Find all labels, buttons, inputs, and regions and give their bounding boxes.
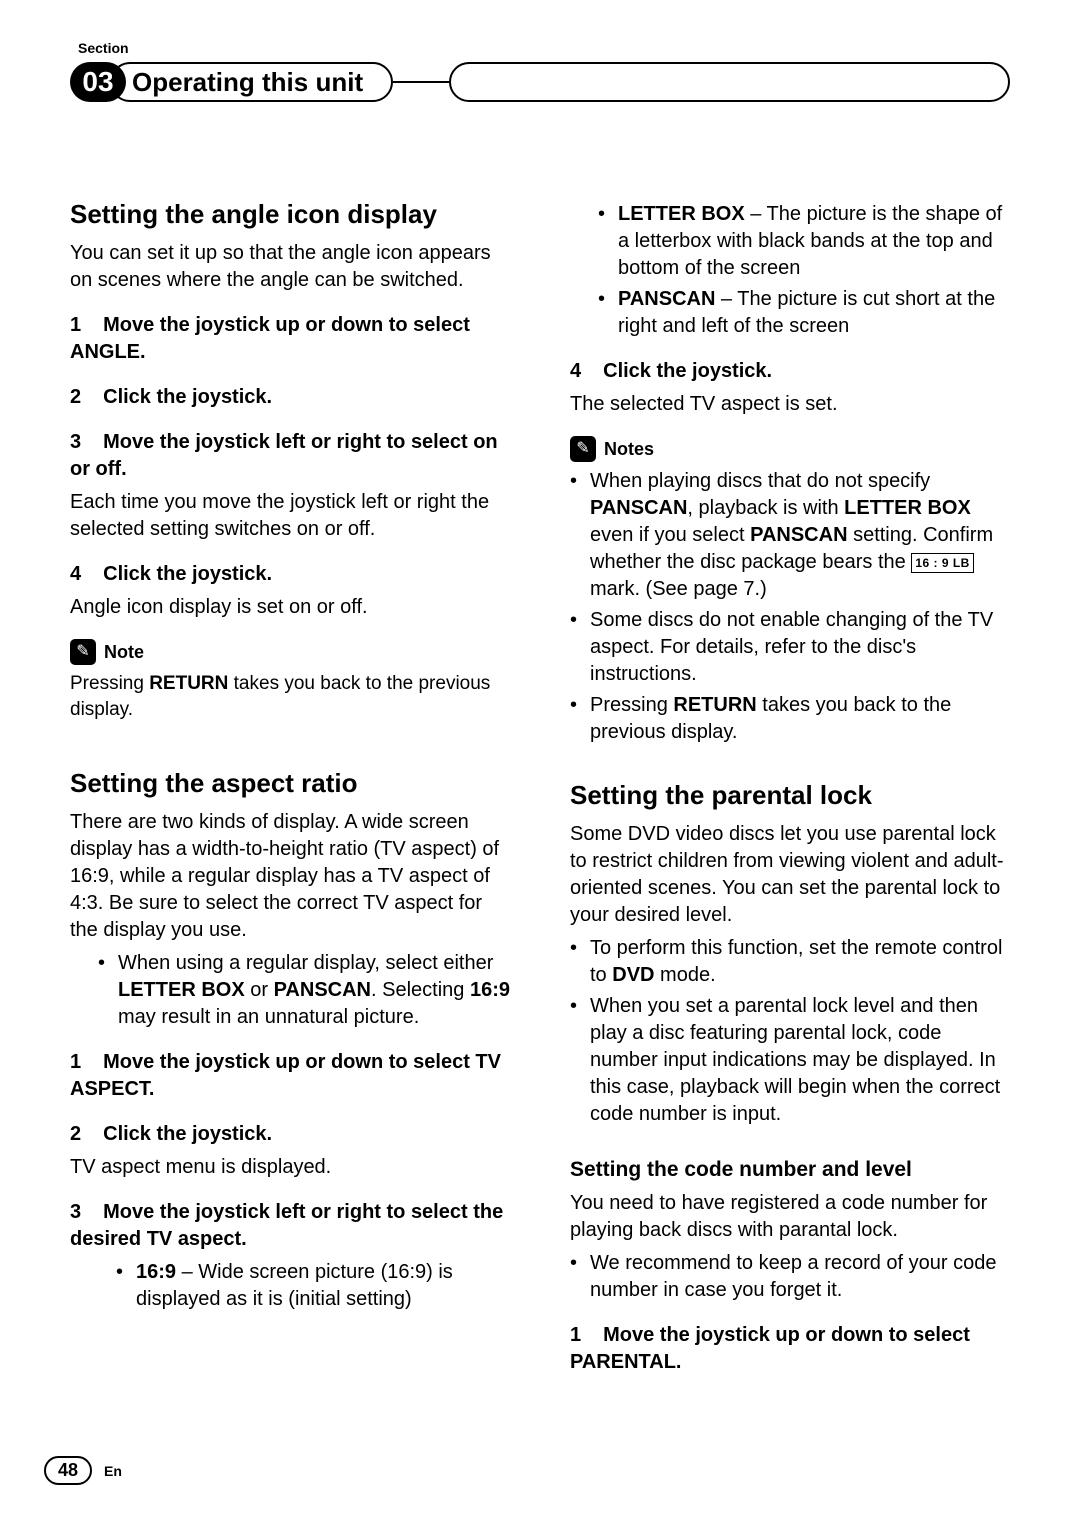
step-2: 2 Click the joystick.	[70, 384, 510, 411]
step-4-text: Click the joystick.	[103, 563, 272, 585]
note-header: ✎ Note	[70, 639, 510, 665]
note-2: Some discs do not enable changing of the…	[570, 607, 1010, 688]
note-return: RETURN	[149, 673, 228, 694]
step-3-body: Each time you move the joystick left or …	[70, 489, 510, 543]
step-4: 4 Click the joystick.	[70, 561, 510, 588]
content-columns: Setting the angle icon display You can s…	[70, 197, 1010, 1382]
txt: or	[245, 979, 274, 1001]
section-number-badge: 03	[70, 62, 126, 102]
bstep-3: 3 Move the joystick left or right to sel…	[70, 1199, 510, 1253]
aspect-bullet: When using a regular display, select eit…	[98, 950, 510, 1031]
left-column: Setting the angle icon display You can s…	[70, 197, 510, 1382]
txt: – Wide screen picture (16:9) is displaye…	[136, 1261, 453, 1310]
bstep-3-text: Move the joystick left or right to selec…	[70, 1201, 503, 1250]
txt: LETTER BOX	[618, 203, 745, 225]
note-3: Pressing RETURN takes you back to the pr…	[570, 692, 1010, 746]
bstep-1-text: Move the joystick up or down to select T…	[70, 1051, 501, 1100]
bstep-2: 2 Click the joystick.	[70, 1121, 510, 1148]
header-row: 03 Operating this unit	[70, 62, 1010, 102]
notes-list: When playing discs that do not specify P…	[570, 468, 1010, 746]
code-level-intro: You need to have registered a code numbe…	[570, 1190, 1010, 1244]
txt: LETTER BOX	[118, 979, 245, 1001]
intro-aspect: There are two kinds of display. A wide s…	[70, 809, 510, 944]
heading-angle-icon: Setting the angle icon display	[70, 197, 510, 232]
bstep-2-text: Click the joystick.	[103, 1123, 272, 1145]
page-number: 48	[44, 1456, 92, 1485]
section-title: Operating this unit	[110, 62, 393, 102]
aspect-bullet-list: When using a regular display, select eit…	[70, 950, 510, 1031]
notes-label: Notes	[604, 437, 654, 461]
code-level-bullets: We recommend to keep a record of your co…	[570, 1250, 1010, 1304]
cstep-1-text: Move the joystick up or down to select P…	[570, 1324, 970, 1373]
ratio-mark-icon: 16 : 9 LB	[911, 553, 974, 573]
txt: may result in an unnatural picture.	[118, 1006, 419, 1028]
step-3: 3 Move the joystick left or right to sel…	[70, 429, 510, 483]
step-1: 1 Move the joystick up or down to select…	[70, 312, 510, 366]
txt: RETURN	[673, 694, 756, 716]
txt: , playback is with	[687, 497, 844, 519]
note-label: Note	[104, 640, 144, 664]
heading-code-level: Setting the code number and level	[570, 1156, 1010, 1184]
notes-header: ✎ Notes	[570, 436, 1010, 462]
header-right-bubble	[449, 62, 1010, 102]
intro-parental: Some DVD video discs let you use parenta…	[570, 821, 1010, 929]
rstep-4-body: The selected TV aspect is set.	[570, 391, 1010, 418]
intro-angle: You can set it up so that the angle icon…	[70, 240, 510, 294]
txt: 16:9	[470, 979, 510, 1001]
step-3-text: Move the joystick left or right to selec…	[70, 431, 498, 480]
bstep-3-bullet: 16:9 – Wide screen picture (16:9) is dis…	[116, 1259, 510, 1313]
note-pre: Pressing	[70, 673, 149, 694]
cstep-1: 1 Move the joystick up or down to select…	[570, 1322, 1010, 1376]
txt: DVD	[612, 964, 654, 986]
parental-bul-2: When you set a parental lock level and t…	[570, 993, 1010, 1128]
step-2-text: Click the joystick.	[103, 386, 272, 408]
parental-bullets: To perform this function, set the remote…	[570, 935, 1010, 1128]
code-level-bul: We recommend to keep a record of your co…	[570, 1250, 1010, 1304]
txt: . Selecting	[371, 979, 470, 1001]
bstep-3-bullets: 16:9 – Wide screen picture (16:9) is dis…	[70, 1259, 510, 1313]
language-label: En	[104, 1463, 122, 1479]
txt: PANSCAN	[590, 497, 687, 519]
txt: PANSCAN	[750, 524, 847, 546]
txt: 16:9	[136, 1261, 176, 1283]
opt-letterbox: LETTER BOX – The picture is the shape of…	[598, 201, 1010, 282]
pencil-icon: ✎	[70, 639, 96, 665]
txt: Pressing	[590, 694, 673, 716]
step-1-text: Move the joystick up or down to select A…	[70, 314, 470, 363]
txt: mode.	[654, 964, 715, 986]
txt: When playing discs that do not specify	[590, 470, 930, 492]
section-label: Section	[78, 40, 1010, 56]
heading-aspect-ratio: Setting the aspect ratio	[70, 766, 510, 801]
step-4-body: Angle icon display is set on or off.	[70, 594, 510, 621]
footer: 48 En	[44, 1456, 122, 1485]
opt-panscan: PANSCAN – The picture is cut short at th…	[598, 286, 1010, 340]
txt: When using a regular display, select eit…	[118, 952, 493, 974]
right-column: LETTER BOX – The picture is the shape of…	[570, 197, 1010, 1382]
txt: PANSCAN	[618, 288, 715, 310]
note-1: When playing discs that do not specify P…	[570, 468, 1010, 603]
txt: LETTER BOX	[844, 497, 971, 519]
txt: even if you select	[590, 524, 750, 546]
txt: PANSCAN	[274, 979, 371, 1001]
aspect-options: LETTER BOX – The picture is the shape of…	[570, 201, 1010, 340]
heading-parental-lock: Setting the parental lock	[570, 778, 1010, 813]
pencil-icon: ✎	[570, 436, 596, 462]
parental-bul-1: To perform this function, set the remote…	[570, 935, 1010, 989]
note-body-angle: Pressing RETURN takes you back to the pr…	[70, 671, 510, 722]
bstep-1: 1 Move the joystick up or down to select…	[70, 1049, 510, 1103]
bstep-2-body: TV aspect menu is displayed.	[70, 1154, 510, 1181]
rstep-4-text: Click the joystick.	[603, 360, 772, 382]
txt: mark. (See page 7.)	[590, 578, 767, 600]
rstep-4: 4 Click the joystick.	[570, 358, 1010, 385]
